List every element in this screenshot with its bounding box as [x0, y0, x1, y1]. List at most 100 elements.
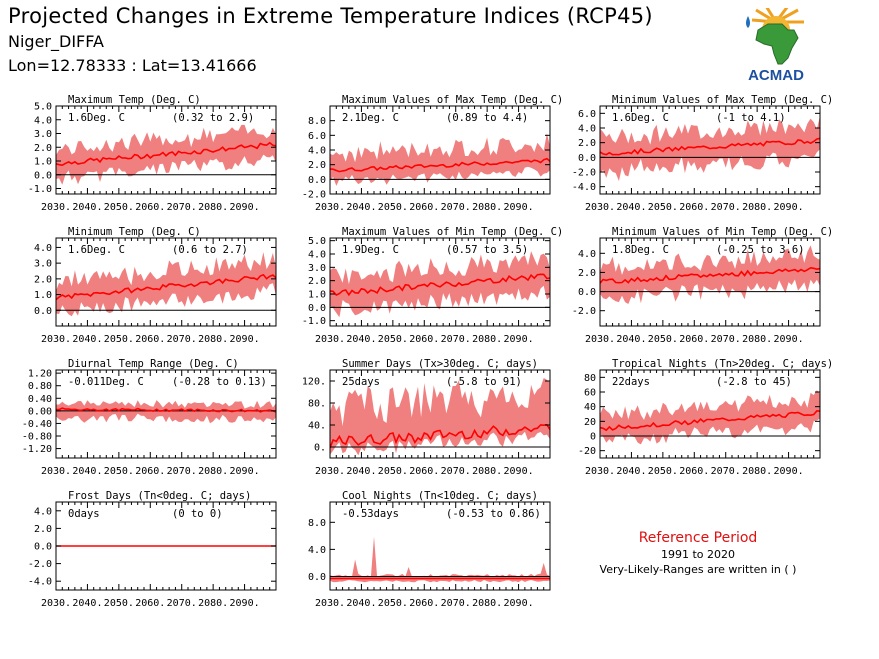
x-tick-label: 2040. [72, 598, 102, 609]
chart-title: Cool Nights (Tn<10deg. C; days) [342, 490, 538, 502]
x-tick-label: 2060. [409, 598, 439, 609]
range-band [56, 400, 276, 424]
x-tick-label: 2050. [104, 334, 134, 345]
x-tick-label: 2070. [441, 202, 471, 213]
x-tick-label: 2040. [346, 202, 376, 213]
x-tick-label: 2030. [585, 334, 615, 345]
x-tick-label: 2090. [774, 202, 804, 213]
likely-range-label: (0.32 to 2.9) [172, 112, 254, 124]
plot-frame [55, 105, 277, 195]
chart-panel: -1.0 0.0 1.0 2.0 3.0 4.0 5.0 2030. 2040. 2050. 206… [302, 226, 563, 345]
y-tick-label: 5.0 [308, 236, 326, 247]
page-title: Projected Changes in Extreme Temperature… [8, 4, 653, 28]
x-tick-label: 2070. [711, 466, 741, 477]
y-tick-label: -4.0 [572, 182, 596, 193]
x-tick-label: 2080. [472, 466, 502, 477]
x-tick-label: 2030. [41, 202, 71, 213]
y-tick-label: 2.0 [308, 160, 326, 171]
y-tick-label: 3.0 [34, 129, 52, 140]
x-tick-label: 2030. [41, 466, 71, 477]
x-tick-label: 2060. [409, 202, 439, 213]
y-tick-label: 0.0 [308, 303, 326, 314]
y-tick-label: 2.0 [34, 274, 52, 285]
plot-frame [599, 369, 821, 459]
x-tick-label: 2030. [585, 202, 615, 213]
reference-period-title: Reference Period [638, 530, 758, 546]
likely-range-label: (-0.25 to 3.6) [716, 244, 805, 256]
y-tick-label: 4.0 [308, 545, 326, 556]
chart-panel: 0.0 1.0 2.0 3.0 4.0 2030. 2040. 2050. 2060. 2070.… [34, 226, 277, 345]
x-tick-label: 2030. [315, 598, 345, 609]
likely-range-label: (-0.28 to 0.13) [172, 376, 267, 388]
x-tick-label: 2030. [315, 334, 345, 345]
x-tick-label: 2060. [135, 202, 165, 213]
chart-title: Maximum Temp (Deg. C) [68, 94, 201, 106]
y-tick-label: -0.80 [22, 432, 52, 443]
x-tick-label: 2090. [230, 202, 260, 213]
y-tick-label: 4.0 [308, 250, 326, 261]
y-tick-label: 0.0 [578, 153, 596, 164]
y-tick-label: 0 [590, 432, 596, 443]
y-tick-label: 120. [302, 377, 326, 388]
y-tick-label: 0.00 [28, 406, 52, 417]
y-tick-label: 40. [308, 421, 326, 432]
y-tick-label: 6.0 [578, 109, 596, 120]
station-name: Niger_DIFFA [8, 32, 104, 51]
x-tick-label: 2090. [504, 598, 534, 609]
y-tick-label: 4.0 [34, 115, 52, 126]
y-tick-label: 4.0 [578, 124, 596, 135]
x-tick-label: 2050. [104, 466, 134, 477]
mean-line [330, 157, 550, 173]
y-tick-label: 4.0 [34, 243, 52, 254]
y-tick-label: -0.40 [22, 419, 52, 430]
x-tick-label: 2070. [167, 598, 197, 609]
y-tick-label: 8.0 [308, 518, 326, 529]
x-tick-label: 2070. [167, 334, 197, 345]
change-value-label: -0.011Deg. C [68, 376, 144, 388]
mean-line [56, 273, 276, 301]
y-tick-label: 0.0 [578, 287, 596, 298]
mean-line [600, 137, 820, 156]
x-tick-label: 2080. [198, 598, 228, 609]
x-tick-label: 2060. [679, 466, 709, 477]
y-tick-label: 5.0 [34, 102, 52, 113]
y-tick-label: 2.0 [308, 276, 326, 287]
plot-frame [329, 501, 551, 591]
y-tick-label: -4.0 [28, 577, 52, 588]
x-tick-label: 2050. [378, 334, 408, 345]
likely-range-label: (0.6 to 2.7) [172, 244, 248, 256]
plot-frame [599, 105, 821, 195]
y-tick-label: 4.0 [578, 249, 596, 260]
x-tick-label: 2040. [616, 466, 646, 477]
mean-line [600, 409, 820, 432]
y-tick-label: -1.0 [28, 184, 52, 195]
y-tick-label: 0. [314, 443, 326, 454]
x-tick-label: 2060. [135, 466, 165, 477]
x-tick-label: 2030. [41, 598, 71, 609]
x-tick-label: 2050. [378, 598, 408, 609]
x-tick-label: 2040. [346, 598, 376, 609]
x-tick-label: 2040. [346, 334, 376, 345]
chart-title: Minimum Values of Max Temp (Deg. C) [612, 94, 833, 106]
x-tick-label: 2050. [104, 598, 134, 609]
x-tick-label: 2050. [378, 466, 408, 477]
range-band [330, 133, 550, 186]
y-tick-label: 6.0 [308, 131, 326, 142]
y-tick-label: 40 [584, 402, 596, 413]
x-tick-label: 2040. [616, 334, 646, 345]
y-tick-label: 8.0 [308, 116, 326, 127]
x-tick-label: 2090. [504, 466, 534, 477]
x-tick-label: 2030. [315, 202, 345, 213]
change-value-label: 22days [612, 376, 650, 388]
chart-panel: -1.0 0.0 1.0 2.0 3.0 4.0 5.0 2030. 2040. 2050. 206… [28, 94, 277, 213]
x-tick-label: 2080. [472, 334, 502, 345]
chart-title: Minimum Temp (Deg. C) [68, 226, 201, 238]
reference-period-years: 1991 to 2020 [660, 548, 736, 561]
x-tick-label: 2060. [135, 598, 165, 609]
x-tick-label: 2070. [441, 598, 471, 609]
x-tick-label: 2050. [648, 202, 678, 213]
x-tick-label: 2050. [648, 334, 678, 345]
x-tick-label: 2070. [167, 466, 197, 477]
chart-panel: -1.20-0.80 -0.40 0.000.40 0.801.20 2030. 2040… [22, 358, 277, 477]
